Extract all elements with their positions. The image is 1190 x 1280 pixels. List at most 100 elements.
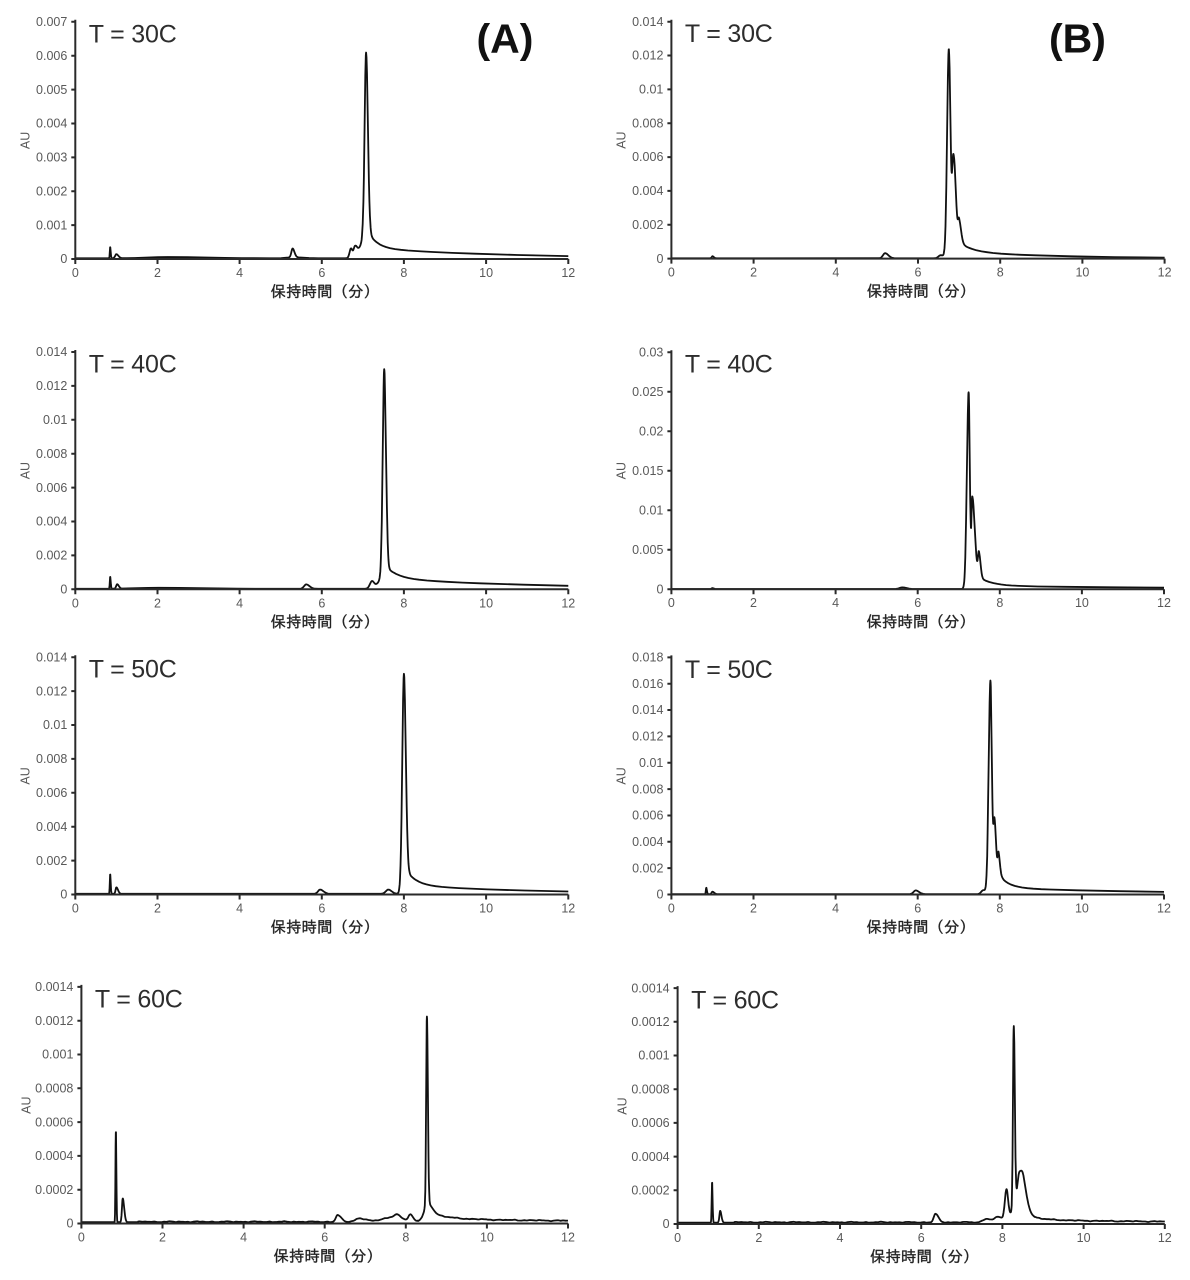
svg-text:0.004: 0.004 [36, 515, 67, 529]
svg-text:0.008: 0.008 [632, 116, 663, 130]
svg-text:0.002: 0.002 [632, 861, 663, 875]
svg-text:8: 8 [400, 902, 407, 916]
svg-text:4: 4 [236, 266, 243, 280]
svg-text:0.014: 0.014 [36, 650, 67, 664]
svg-text:0.007: 0.007 [36, 15, 67, 29]
svg-text:10: 10 [479, 902, 493, 916]
svg-text:0.008: 0.008 [36, 447, 67, 461]
svg-text:0.0014: 0.0014 [631, 981, 669, 995]
svg-text:8: 8 [996, 596, 1003, 610]
svg-text:0: 0 [656, 252, 663, 266]
svg-text:0.008: 0.008 [632, 782, 663, 796]
svg-text:0.005: 0.005 [36, 83, 67, 97]
svg-text:0: 0 [663, 1217, 670, 1231]
svg-text:0.012: 0.012 [36, 379, 67, 393]
svg-text:AU: AU [614, 131, 628, 148]
svg-text:0.004: 0.004 [36, 117, 67, 131]
svg-text:0.014: 0.014 [36, 345, 67, 359]
svg-text:T = 60C: T = 60C [691, 987, 779, 1015]
svg-text:T = 30C: T = 30C [89, 20, 177, 48]
svg-text:0.014: 0.014 [632, 15, 663, 29]
svg-text:6: 6 [318, 266, 325, 280]
svg-text:0.012: 0.012 [632, 730, 663, 744]
svg-text:10: 10 [1077, 1231, 1091, 1245]
svg-text:0.018: 0.018 [632, 651, 663, 665]
svg-text:10: 10 [1075, 266, 1089, 280]
svg-text:0.002: 0.002 [36, 854, 67, 868]
svg-text:8: 8 [400, 596, 407, 610]
svg-text:6: 6 [321, 1231, 328, 1245]
svg-text:0.0006: 0.0006 [631, 1116, 669, 1130]
svg-text:0.003: 0.003 [36, 151, 67, 165]
svg-text:T = 50C: T = 50C [89, 656, 177, 684]
svg-text:12: 12 [561, 902, 575, 916]
svg-text:0.0002: 0.0002 [631, 1184, 669, 1198]
svg-text:0.02: 0.02 [639, 424, 663, 438]
svg-text:12: 12 [561, 1231, 575, 1245]
svg-text:4: 4 [236, 902, 243, 916]
svg-text:0.01: 0.01 [639, 503, 663, 517]
svg-text:0.0004: 0.0004 [631, 1150, 669, 1164]
svg-text:0: 0 [60, 252, 67, 266]
svg-text:0: 0 [668, 266, 675, 280]
svg-text:T = 30C: T = 30C [685, 20, 773, 48]
svg-text:0.0008: 0.0008 [631, 1082, 669, 1096]
svg-text:0.0006: 0.0006 [35, 1115, 73, 1129]
svg-text:AU: AU [18, 132, 32, 149]
svg-text:0.01: 0.01 [43, 718, 67, 732]
svg-text:6: 6 [318, 902, 325, 916]
svg-text:10: 10 [1075, 902, 1089, 916]
svg-text:0.004: 0.004 [36, 820, 67, 834]
svg-text:0.012: 0.012 [632, 49, 663, 63]
svg-text:0: 0 [60, 888, 67, 902]
svg-text:0.002: 0.002 [36, 549, 67, 563]
svg-text:0.006: 0.006 [36, 481, 67, 495]
svg-text:12: 12 [1157, 596, 1171, 610]
svg-text:0.0012: 0.0012 [35, 1014, 73, 1028]
svg-text:0.006: 0.006 [632, 150, 663, 164]
svg-text:0.016: 0.016 [632, 677, 663, 691]
svg-text:0.006: 0.006 [36, 49, 67, 63]
svg-text:2: 2 [159, 1231, 166, 1245]
svg-text:2: 2 [154, 596, 161, 610]
svg-text:4: 4 [832, 596, 839, 610]
svg-text:12: 12 [1158, 1231, 1172, 1245]
svg-text:0.012: 0.012 [36, 684, 67, 698]
svg-text:6: 6 [914, 596, 921, 610]
svg-text:0.001: 0.001 [42, 1048, 73, 1062]
svg-text:10: 10 [479, 596, 493, 610]
svg-text:4: 4 [832, 902, 839, 916]
svg-text:0: 0 [674, 1231, 681, 1245]
svg-text:0.03: 0.03 [639, 345, 663, 359]
svg-text:0.001: 0.001 [638, 1049, 669, 1063]
svg-text:0: 0 [668, 902, 675, 916]
svg-text:6: 6 [914, 902, 921, 916]
svg-text:12: 12 [1157, 902, 1171, 916]
svg-text:2: 2 [154, 266, 161, 280]
svg-text:0: 0 [78, 1231, 85, 1245]
svg-text:0.0012: 0.0012 [631, 1015, 669, 1029]
svg-text:0.001: 0.001 [36, 218, 67, 232]
svg-text:0: 0 [656, 888, 663, 902]
svg-text:12: 12 [1158, 266, 1172, 280]
svg-text:0.0008: 0.0008 [35, 1082, 73, 1096]
svg-text:0.004: 0.004 [632, 184, 663, 198]
svg-text:12: 12 [561, 596, 575, 610]
svg-text:2: 2 [755, 1231, 762, 1245]
svg-text:0.006: 0.006 [632, 809, 663, 823]
svg-text:0: 0 [668, 596, 675, 610]
svg-text:0.01: 0.01 [43, 413, 67, 427]
svg-text:2: 2 [750, 902, 757, 916]
svg-text:6: 6 [918, 1231, 925, 1245]
svg-text:0.002: 0.002 [632, 218, 663, 232]
svg-text:10: 10 [480, 1231, 494, 1245]
svg-text:0: 0 [72, 266, 79, 280]
svg-text:2: 2 [154, 902, 161, 916]
svg-text:0.025: 0.025 [632, 385, 663, 399]
svg-text:0.0002: 0.0002 [35, 1183, 73, 1197]
svg-text:10: 10 [1075, 596, 1089, 610]
svg-text:0.0004: 0.0004 [35, 1149, 73, 1163]
svg-text:0.005: 0.005 [632, 543, 663, 557]
svg-text:6: 6 [318, 596, 325, 610]
svg-text:8: 8 [400, 266, 407, 280]
